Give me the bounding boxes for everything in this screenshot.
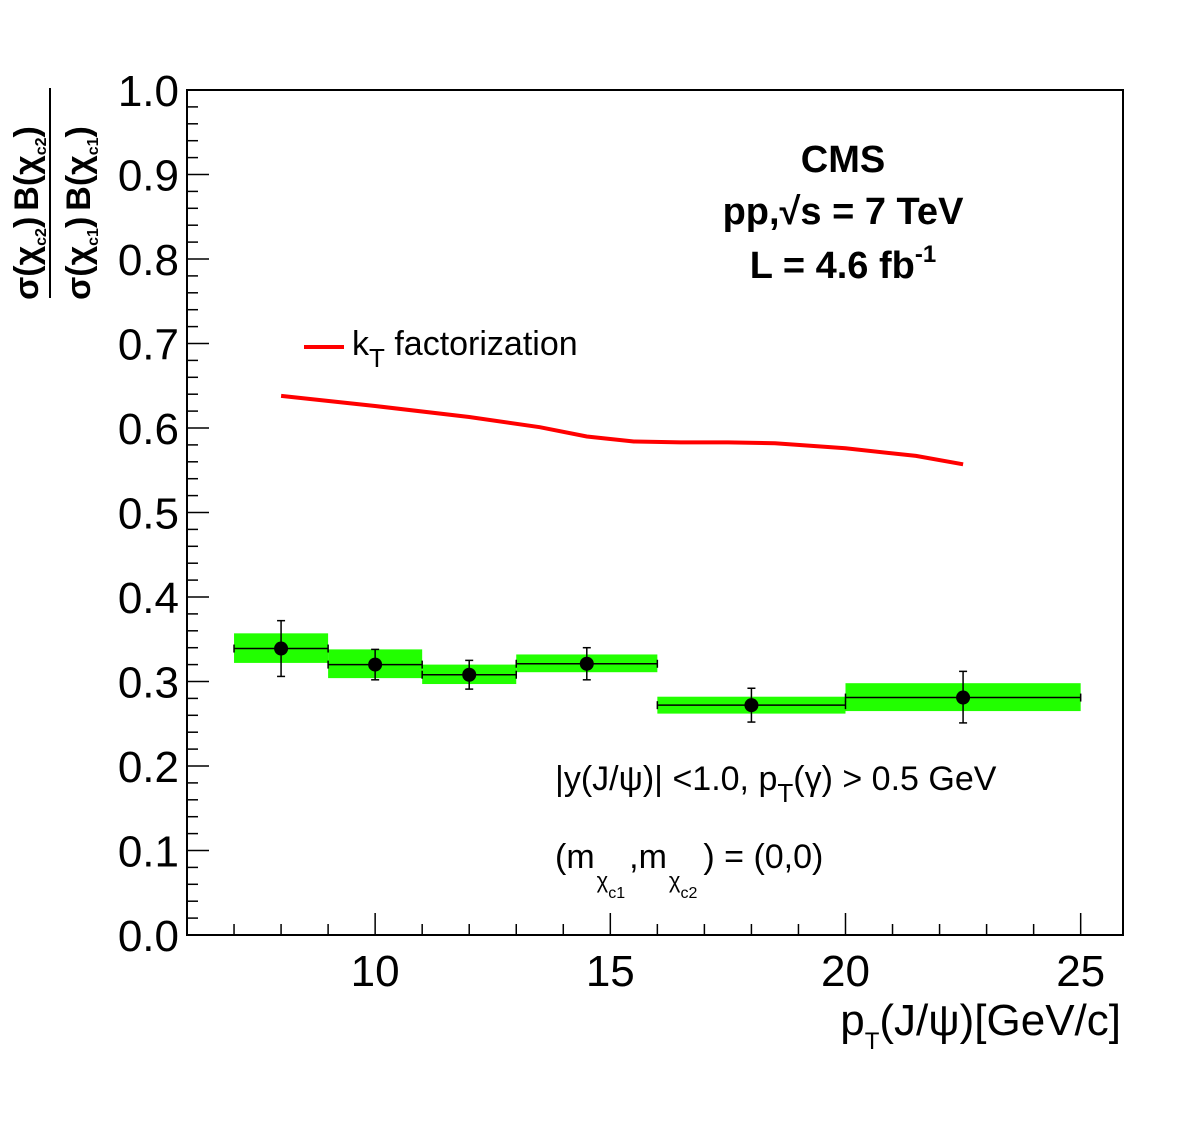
mass-annotation: (mχc1,mχc2) = (0,0) — [555, 838, 823, 902]
data-points — [233, 619, 1082, 724]
experiment-label: CMS — [801, 139, 885, 181]
data-point — [274, 641, 289, 656]
x-tick-label: 10 — [351, 947, 400, 996]
data-point — [744, 698, 759, 713]
axis-ticks — [187, 89, 1082, 936]
lumi-label: L = 4.6 fb-1 — [750, 241, 936, 287]
y-tick-label: 0.3 — [118, 659, 179, 708]
legend-label: kT factorization — [352, 325, 578, 373]
energy-label: pp,√s = 7 TeV — [723, 191, 965, 233]
cut-annotation: |y(J/ψ)| <1.0, pT(γ) > 0.5 GeV — [555, 760, 997, 808]
data-point — [956, 690, 971, 705]
y-tick-label: 0.2 — [118, 743, 179, 792]
y-tick-label: 0.8 — [118, 236, 179, 285]
data-point — [368, 657, 383, 672]
y-tick-label: 0.7 — [118, 321, 179, 370]
svg-text:σ(χc1)B(χc1): σ(χc1)B(χc1) — [60, 126, 102, 300]
data-point — [579, 656, 594, 671]
y-tick-labels: 0.0 0.1 0.2 0.3 0.4 0.5 0.6 0.7 0.8 0.9 1.0 — [118, 67, 179, 961]
kt-factorization-curve — [280, 393, 964, 467]
data-point — [462, 667, 477, 682]
x-tick-labels: 10 15 20 25 — [351, 947, 1105, 996]
x-tick-label: 15 — [586, 947, 635, 996]
y-tick-label: 0.9 — [118, 152, 179, 201]
x-tick-label: 20 — [821, 947, 870, 996]
y-tick-label: 0.6 — [118, 405, 179, 454]
plot-frame — [186, 89, 1124, 936]
y-axis-title: σ(χc2)B(χc2) σ(χc1)B(χc1) — [8, 88, 102, 300]
y-tick-label: 0.5 — [118, 490, 179, 539]
y-tick-label: 0.1 — [118, 828, 179, 877]
svg-text:σ(χc2)B(χc2): σ(χc2)B(χc2) — [8, 126, 50, 300]
y-tick-label: 0.0 — [118, 912, 179, 961]
y-tick-label: 1.0 — [118, 67, 179, 116]
x-axis-title: pT(J/ψ)[GeV/c] — [840, 996, 1121, 1055]
y-tick-label: 0.4 — [118, 574, 179, 623]
x-tick-label: 25 — [1056, 947, 1105, 996]
